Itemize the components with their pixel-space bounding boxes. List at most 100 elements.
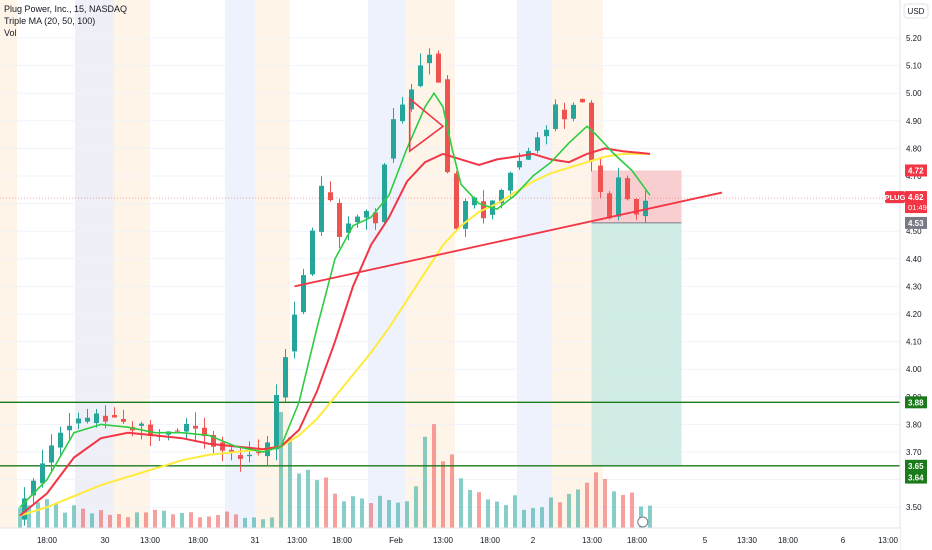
volume-bar xyxy=(567,493,571,528)
candle-body xyxy=(40,463,45,484)
ma50-line xyxy=(19,147,651,517)
candle-body xyxy=(643,200,648,217)
volume-bar xyxy=(108,514,112,528)
time-axis-bg xyxy=(0,528,900,550)
candle-body xyxy=(328,192,333,201)
volume-bar xyxy=(144,512,148,528)
volume-bar xyxy=(450,454,454,528)
candle-body xyxy=(364,211,369,218)
candle-body xyxy=(616,177,621,217)
session-band xyxy=(113,0,150,528)
replay-icon xyxy=(637,516,649,528)
candle-body xyxy=(400,104,405,122)
volume-bar xyxy=(189,512,193,528)
candle-body xyxy=(346,223,351,233)
x-tick-label: 6 xyxy=(841,536,846,545)
volume-bar xyxy=(621,494,625,528)
volume-bar xyxy=(297,473,301,528)
volume-bar xyxy=(378,495,382,528)
volume-bar xyxy=(486,499,490,528)
volume-bar xyxy=(36,502,40,528)
volume-bar xyxy=(261,519,265,528)
volume-bar xyxy=(594,472,598,528)
y-tick-label: 3.80 xyxy=(906,420,922,429)
short-position-tool[interactable] xyxy=(591,170,682,466)
candle-body xyxy=(427,54,432,64)
symbol-title: Plug Power, Inc., 15, NASDAQ xyxy=(4,4,128,14)
candle-body xyxy=(139,423,144,426)
time-axis[interactable]: 18:00 30 13:00 18:00 31 13:00 18:00 Feb 13:00 18:… xyxy=(0,527,900,550)
candle-body xyxy=(229,449,234,453)
candle-body xyxy=(148,424,153,436)
x-tick-label: 13:00 xyxy=(140,536,161,545)
ma20-line xyxy=(19,91,651,508)
last-price-value: 4.62 xyxy=(908,193,924,202)
candle-body xyxy=(562,109,567,120)
volume-bar xyxy=(648,505,652,528)
drawings[interactable] xyxy=(294,97,723,528)
x-tick-label: 13:00 xyxy=(287,536,308,545)
y-tick-label: 4.00 xyxy=(906,365,922,374)
candle-body xyxy=(373,212,378,224)
x-tick-label: 18:00 xyxy=(778,536,799,545)
candle-body xyxy=(76,418,81,424)
y-tick-label: 4.70 xyxy=(906,172,922,181)
volume-bar xyxy=(198,517,202,528)
price-axis-bg xyxy=(900,0,932,550)
volume-bar xyxy=(180,513,184,528)
candle-body xyxy=(463,201,468,229)
volume-bar xyxy=(585,482,589,528)
candle-body xyxy=(580,98,585,103)
triangle-pattern xyxy=(408,97,445,153)
volume-bar xyxy=(279,411,283,528)
volume-bar xyxy=(504,505,508,528)
currency-button xyxy=(903,3,929,19)
y-tick-label: 5.10 xyxy=(906,62,922,71)
volume-bar xyxy=(153,509,157,528)
volume-bar xyxy=(234,514,238,528)
volume-bar xyxy=(90,513,94,528)
volume-bar xyxy=(306,469,310,528)
volume-bar xyxy=(252,517,256,528)
volume-bar xyxy=(369,503,373,528)
candle-body xyxy=(598,165,603,192)
volume-bar xyxy=(477,492,481,528)
candle-body xyxy=(571,104,576,119)
volume-bar xyxy=(360,498,364,528)
session-band xyxy=(75,0,113,528)
horizontal-lines[interactable] xyxy=(0,197,900,467)
grid-lines xyxy=(0,37,900,508)
candle-body xyxy=(472,197,477,206)
candle-body xyxy=(193,425,198,429)
session-band xyxy=(0,0,17,528)
x-tick-label: 5 xyxy=(703,536,708,545)
candlesticks xyxy=(22,48,648,526)
candle-body xyxy=(517,161,522,168)
candle-body xyxy=(436,53,441,83)
chart-legend: Plug Power, Inc., 15, NASDAQ Triple MA (… xyxy=(4,3,127,39)
candle-body xyxy=(202,427,207,437)
candle-body xyxy=(283,357,288,398)
volume-bar xyxy=(45,499,49,528)
entry-price-label-box xyxy=(905,216,927,229)
x-tick-label: 18:00 xyxy=(480,536,501,545)
volume-bar xyxy=(99,510,103,528)
hline-price-label-box xyxy=(905,459,927,472)
x-tick-label: 13:00 xyxy=(582,536,603,545)
volume-bar xyxy=(522,509,526,528)
volume-bar xyxy=(171,514,175,528)
volume-bar xyxy=(216,515,220,528)
y-tick-label: 4.40 xyxy=(906,255,922,264)
volume-bar xyxy=(531,507,535,528)
target-zone xyxy=(591,222,682,466)
candle-body xyxy=(301,275,306,313)
volume-bar xyxy=(468,489,472,528)
volume-bar xyxy=(207,516,211,528)
candle-body xyxy=(112,414,117,418)
session-band xyxy=(517,0,552,528)
volume-bar xyxy=(126,517,130,528)
volume-bar xyxy=(18,507,22,528)
hline-price-label-box xyxy=(905,396,927,409)
